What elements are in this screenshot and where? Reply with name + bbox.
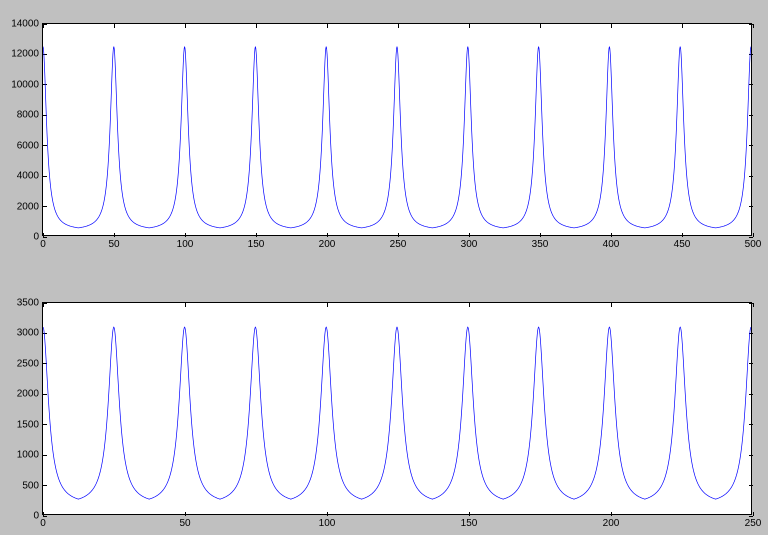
ytick-label: 500 [22,480,39,491]
xtick-label: 200 [319,239,336,250]
xtick-label: 200 [603,518,620,529]
ytick-label: 0 [33,232,39,243]
xtick-label: 250 [390,239,407,250]
ytick-label: 3500 [17,298,39,309]
xtick-label: 350 [532,239,549,250]
ytick-label: 1000 [17,450,39,461]
ytick-label: 2500 [17,358,39,369]
series-line [43,327,751,499]
xtick-mark [753,303,754,307]
xtick-label: 0 [40,239,46,250]
ytick-label: 12000 [11,49,39,60]
xtick-mark [753,233,754,237]
xtick-mark [753,24,754,28]
xtick-label: 450 [674,239,691,250]
xtick-label: 50 [179,518,190,529]
plot-svg [43,24,751,235]
top-chart-axes: 0200040006000800010000120001400005010015… [42,23,752,236]
ytick-label: 3000 [17,328,39,339]
xtick-mark [753,512,754,516]
ytick-label: 2000 [17,389,39,400]
ytick-mark [43,516,47,517]
bottom-chart-axes: 0500100015002000250030003500050100150200… [42,302,752,515]
ytick-mark [43,237,47,238]
ytick-label: 0 [33,511,39,522]
xtick-label: 150 [461,518,478,529]
xtick-label: 500 [745,239,762,250]
plot-svg [43,303,751,514]
ytick-label: 10000 [11,79,39,90]
xtick-label: 100 [319,518,336,529]
ytick-label: 2000 [17,201,39,212]
xtick-label: 300 [461,239,478,250]
ytick-label: 14000 [11,19,39,30]
xtick-label: 50 [108,239,119,250]
ytick-label: 8000 [17,110,39,121]
xtick-label: 150 [248,239,265,250]
series-line [43,47,751,228]
xtick-label: 100 [177,239,194,250]
xtick-label: 400 [603,239,620,250]
ytick-label: 6000 [17,140,39,151]
ytick-label: 1500 [17,419,39,430]
figure-container: 0200040006000800010000120001400005010015… [0,0,768,535]
xtick-label: 250 [745,518,762,529]
xtick-label: 0 [40,518,46,529]
ytick-label: 4000 [17,171,39,182]
